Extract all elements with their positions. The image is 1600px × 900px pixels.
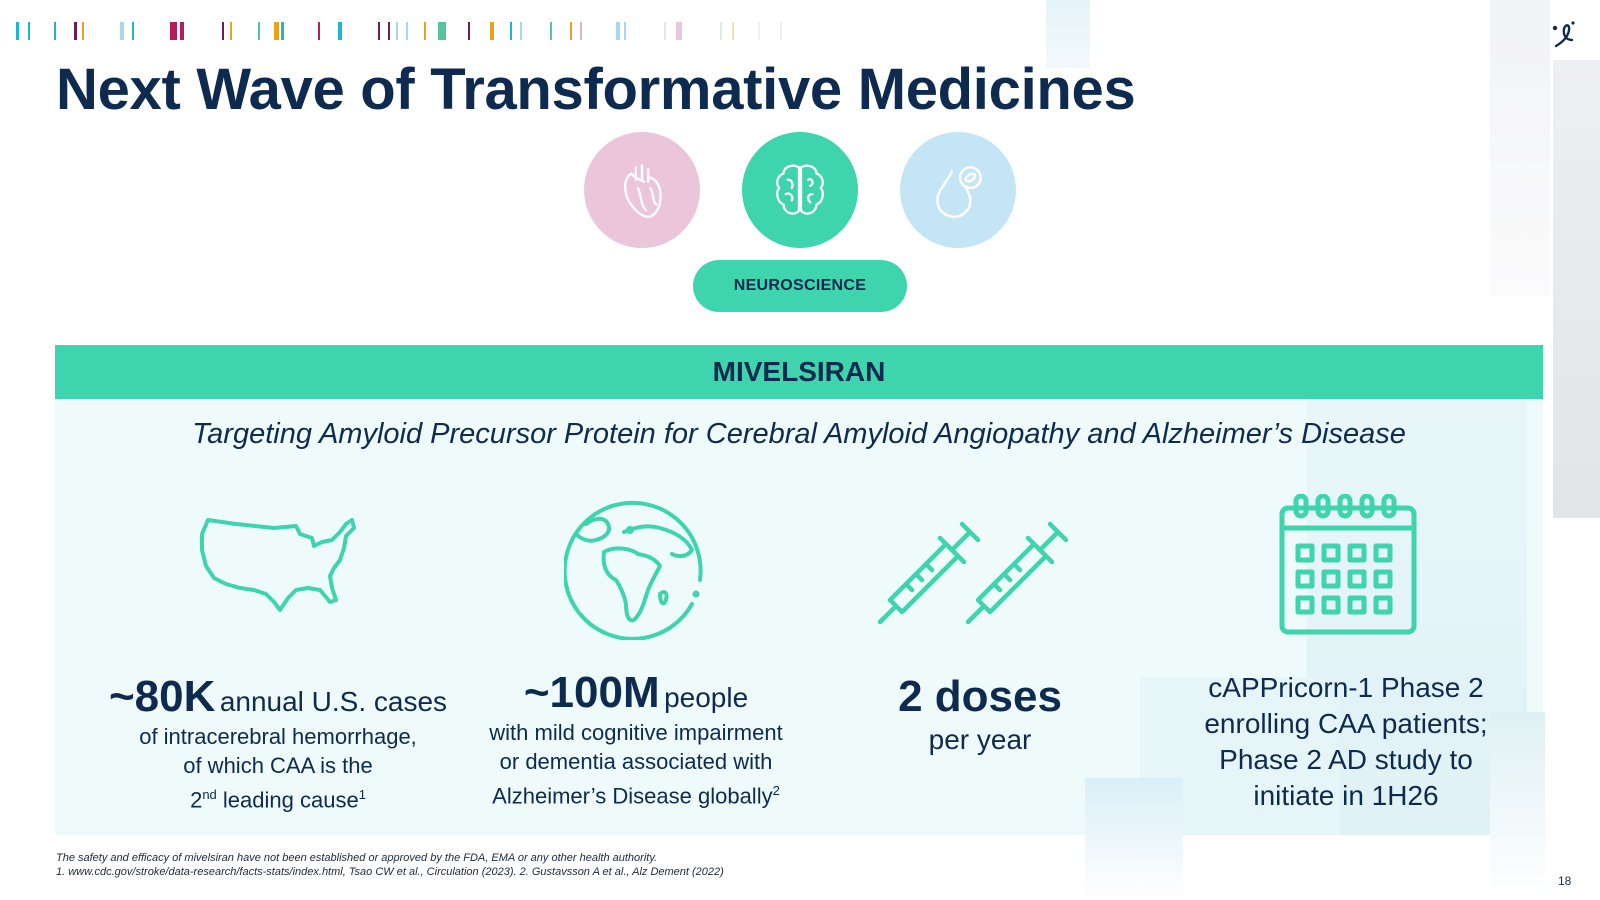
stat-trials-line3: Phase 2 AD study to	[1219, 744, 1473, 775]
therapeutic-area-icons	[0, 132, 1600, 248]
stat-dosing-line1: per year	[928, 724, 1032, 755]
area-rare-disease-circle[interactable]	[900, 132, 1016, 248]
stat-global-value: ~100M	[523, 668, 660, 717]
stat-trials-line4: initiate in 1H26	[1253, 780, 1439, 811]
disclaimer-footnote: The safety and efficacy of mivelsiran ha…	[56, 852, 658, 864]
stat-trials-line1: cAPPricorn-1 Phase 2	[1208, 672, 1484, 703]
stat-dosing: 2 doses per year	[830, 672, 1130, 756]
heart-icon	[624, 164, 662, 218]
stat-global-line1: with mild cognitive impairment	[489, 720, 783, 745]
stat-us-unit: annual U.S. cases	[219, 686, 448, 717]
stat-us-line1: of intracerebral hemorrhage,	[139, 724, 417, 749]
calendar-icon	[1278, 493, 1418, 636]
page-title: Next Wave of Transformative Medicines	[56, 57, 1136, 122]
us-map-icon	[196, 510, 362, 622]
stat-trials: cAPPricorn-1 Phase 2 enrolling CAA patie…	[1150, 670, 1542, 814]
stat-dosing-value: 2 doses	[898, 672, 1062, 721]
program-banner: MIVELSIRAN	[55, 345, 1543, 399]
decorative-barcode-stripe	[16, 22, 816, 40]
blood-drop-icon	[936, 166, 982, 219]
stat-global-unit: people	[664, 682, 749, 713]
decorative-block	[1490, 712, 1545, 900]
decorative-block	[1046, 0, 1090, 68]
stat-us-cases: ~80K annual U.S. cases of intracerebral …	[78, 672, 478, 814]
area-cardio-circle[interactable]	[584, 132, 700, 248]
stat-global-line3: Alzheimer’s Disease globally2	[492, 783, 780, 809]
references-footnote: 1. www.cdc.gov/stroke/data-research/fact…	[56, 866, 724, 878]
area-neuroscience-circle[interactable]	[742, 132, 858, 248]
stat-trials-line2: enrolling CAA patients;	[1204, 708, 1488, 739]
footnote-ref: 1	[358, 787, 366, 802]
brain-icon	[776, 164, 824, 215]
stat-global-people: ~100M people with mild cognitive impairm…	[456, 668, 816, 810]
neuroscience-tab[interactable]: NEUROSCIENCE	[693, 260, 907, 312]
stat-us-value: ~80K	[108, 672, 216, 721]
footnote-ref: 2	[772, 783, 780, 798]
stat-us-line3: 2nd leading cause1	[190, 787, 366, 813]
globe-icon	[562, 494, 710, 641]
decorative-block	[1085, 778, 1183, 900]
stat-us-line2: of which CAA is the	[183, 753, 373, 778]
stat-global-line2: or dementia associated with	[499, 749, 773, 774]
program-subtitle: Targeting Amyloid Precursor Protein for …	[192, 418, 1406, 450]
syringes-icon	[876, 506, 1086, 626]
company-logo	[1546, 16, 1580, 50]
page-number: 18	[1558, 874, 1572, 888]
decorative-block	[1490, 0, 1550, 296]
decorative-block	[1553, 60, 1600, 518]
